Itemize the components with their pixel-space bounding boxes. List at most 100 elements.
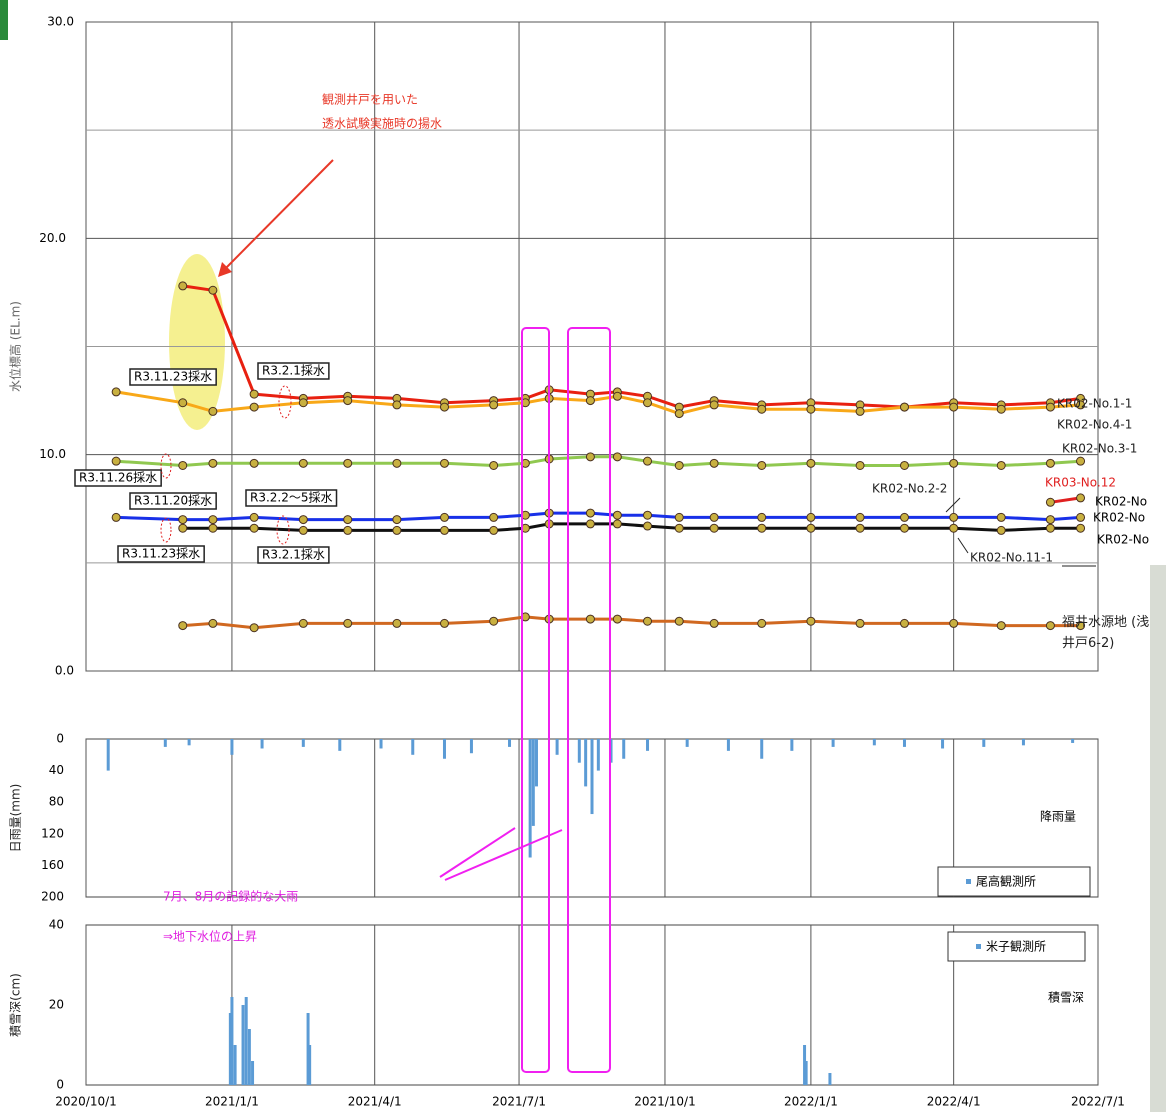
series-line <box>116 457 1081 466</box>
marker <box>490 401 498 409</box>
annotation: 透水試験実施時の揚水 <box>322 116 442 131</box>
marker <box>209 459 217 467</box>
legend-label: KR02-No.4-1 <box>1057 418 1132 432</box>
marker <box>1046 459 1054 467</box>
marker <box>644 617 652 625</box>
x-tick-label: 2022/1/1 <box>784 1095 838 1109</box>
note-label: R3.2.2～5採水 <box>250 491 333 505</box>
y-axis-label: 積雪深(cm) <box>8 973 23 1037</box>
bar <box>248 1029 251 1085</box>
marker <box>393 516 401 524</box>
x-tick-label: 2022/7/1 <box>1071 1095 1125 1109</box>
marker <box>179 399 187 407</box>
marker <box>997 622 1005 630</box>
bar <box>107 739 110 771</box>
marker <box>1046 516 1054 524</box>
bar <box>982 739 985 747</box>
marker <box>440 619 448 627</box>
bar <box>245 997 248 1085</box>
y-tick-label: 10.0 <box>39 447 66 461</box>
marker <box>179 461 187 469</box>
bar <box>230 739 233 755</box>
marker <box>900 513 908 521</box>
legend-swatch <box>976 944 981 949</box>
x-tick-label: 2021/10/1 <box>634 1095 696 1109</box>
marker <box>1046 498 1054 506</box>
marker <box>299 516 307 524</box>
marker <box>856 461 864 469</box>
marker <box>997 513 1005 521</box>
marker <box>179 524 187 532</box>
callout: 7月、8月の記録的な大雨 <box>163 889 298 904</box>
highlight <box>169 254 225 430</box>
marker <box>807 513 815 521</box>
marker <box>807 617 815 625</box>
bar <box>686 739 689 747</box>
marker <box>900 524 908 532</box>
bar <box>941 739 944 748</box>
bar <box>828 1073 831 1085</box>
marker <box>490 526 498 534</box>
marker <box>675 617 683 625</box>
note-label: R3.11.20採水 <box>134 494 212 508</box>
bar <box>411 739 414 755</box>
marker <box>344 526 352 534</box>
bar <box>302 739 305 747</box>
marker <box>299 399 307 407</box>
marker <box>758 405 766 413</box>
plot-frame <box>86 925 1098 1085</box>
bar <box>470 739 473 753</box>
marker <box>710 513 718 521</box>
leader <box>946 498 960 512</box>
bar <box>832 739 835 747</box>
marker <box>393 619 401 627</box>
bar <box>380 739 383 748</box>
marker <box>900 461 908 469</box>
legend-label: KR02-No.3-1 <box>1062 442 1137 456</box>
marker <box>209 619 217 627</box>
marker <box>112 457 120 465</box>
y-tick-label: 160 <box>41 858 64 872</box>
marker <box>710 459 718 467</box>
marker <box>490 513 498 521</box>
marker <box>209 286 217 294</box>
marker <box>209 524 217 532</box>
dotted-ring <box>161 518 171 542</box>
marker <box>490 617 498 625</box>
bar <box>308 1045 311 1085</box>
y-tick-label: 120 <box>41 826 64 840</box>
x-tick-label: 2020/10/1 <box>55 1095 117 1109</box>
y-tick-label: 200 <box>41 890 64 904</box>
marker <box>644 522 652 530</box>
marker <box>613 392 621 400</box>
marker <box>950 459 958 467</box>
legend-swatch <box>966 879 971 884</box>
legend-label: KR02-No.1-1 <box>1057 397 1132 411</box>
legend-label: 福井水源地 (浅井戸6-2) <box>1062 612 1162 654</box>
marker <box>644 399 652 407</box>
bar <box>508 739 511 747</box>
marker <box>393 526 401 534</box>
marker <box>613 453 621 461</box>
marker <box>209 407 217 415</box>
y-tick-label: 20 <box>49 998 64 1012</box>
bar <box>556 739 559 755</box>
marker <box>440 403 448 411</box>
callout: ⇒地下水位の上昇 <box>163 929 257 944</box>
y-tick-label: 0 <box>56 732 64 746</box>
y-axis-label: 日雨量(mm) <box>9 784 23 853</box>
marker <box>179 282 187 290</box>
bar <box>903 739 906 747</box>
bar <box>591 739 594 814</box>
marker <box>344 397 352 405</box>
legend-label: KR02-No.2-2 <box>872 482 947 496</box>
bar <box>646 739 649 751</box>
title-mark <box>0 0 8 40</box>
legend-label: 尾高観測所 <box>976 874 1036 889</box>
marker <box>393 401 401 409</box>
bar <box>234 1045 237 1085</box>
marker <box>179 622 187 630</box>
bar <box>873 739 876 745</box>
y-axis-label: 水位標高 (EL.m) <box>8 301 23 392</box>
series-line <box>183 617 1081 628</box>
